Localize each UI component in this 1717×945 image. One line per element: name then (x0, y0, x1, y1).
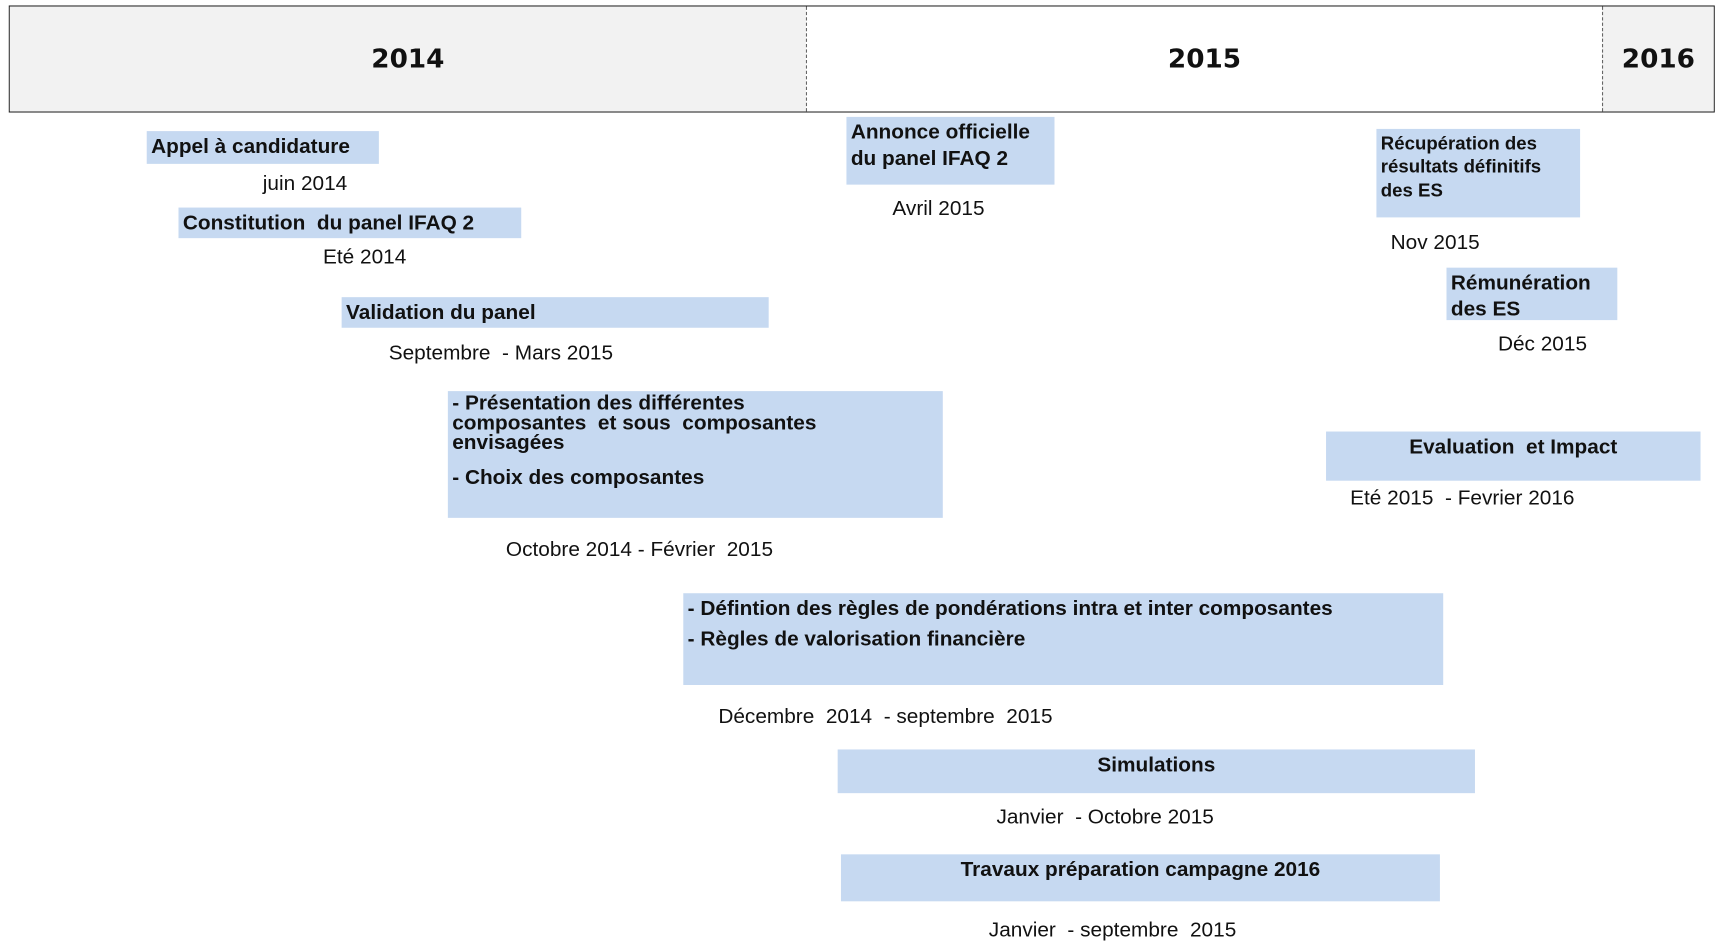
task-date: Décembre 2014 - septembre 2015 (718, 705, 1053, 729)
task-box: Appel à candidature (146, 131, 379, 164)
task-label: Annonce officielle (850, 121, 1031, 145)
task-box: - Défintion des règles de pondérations i… (683, 593, 1444, 685)
task-date: Octobre 2014 - Février 2015 (505, 538, 774, 562)
task-label: - Défintion des règles de pondérations i… (687, 597, 1333, 621)
task-label: Validation du panel (346, 301, 536, 325)
task-label: - Présentation des différentes composant… (452, 392, 823, 455)
year-label: 2015 (805, 6, 1602, 112)
task-box: Simulations (837, 749, 1475, 794)
task-date: Janvier - Octobre 2015 (996, 806, 1214, 830)
task-box: - Présentation des différentes composant… (447, 391, 943, 518)
task-label: des ES (1380, 179, 1443, 201)
task-label: Récupération des (1380, 133, 1538, 155)
task-date: Avril 2015 (892, 197, 985, 221)
task-label: Evaluation et Impact (1409, 435, 1618, 459)
task-label: Constitution du panel IFAQ 2 (182, 211, 475, 235)
task-label: du panel IFAQ 2 (850, 147, 1009, 171)
task-date: Eté 2015 - Fevrier 2016 (1350, 487, 1575, 511)
task-label: - Choix des composantes (452, 466, 705, 490)
task-box: Rémunération des ES (1446, 267, 1618, 321)
task-box: Validation du panel (341, 297, 769, 328)
task-label: Travaux préparation campagne 2016 (960, 858, 1321, 882)
year-label: 2016 (1601, 6, 1714, 112)
task-label: Simulations (1097, 753, 1216, 777)
task-box: Annonce officielle du panel IFAQ 2 (846, 116, 1055, 185)
task-box: Récupération des résultats définitifs des … (1376, 128, 1581, 218)
task-date: Septembre - Mars 2015 (388, 341, 614, 365)
task-label: des ES (1450, 297, 1521, 321)
task-label: - Règles de valorisation financière (687, 627, 1026, 651)
task-box: Travaux préparation campagne 2016 (840, 854, 1440, 902)
task-label: résultats définitifs (1380, 156, 1542, 178)
task-date: Déc 2015 (1497, 333, 1588, 357)
task-date: Janvier - septembre 2015 (988, 918, 1237, 942)
year-label: 2014 (9, 6, 806, 112)
task-date: Eté 2014 (323, 245, 407, 269)
task-label: Rémunération (1450, 272, 1591, 295)
task-label: Appel à candidature (151, 135, 350, 159)
year-header: 2014 2015 2016 (8, 5, 1715, 113)
task-box: Evaluation et Impact (1326, 431, 1701, 481)
task-box: Constitution du panel IFAQ 2 (178, 207, 522, 239)
task-date: Nov 2015 (1390, 231, 1480, 255)
task-date: juin 2014 (262, 172, 348, 196)
